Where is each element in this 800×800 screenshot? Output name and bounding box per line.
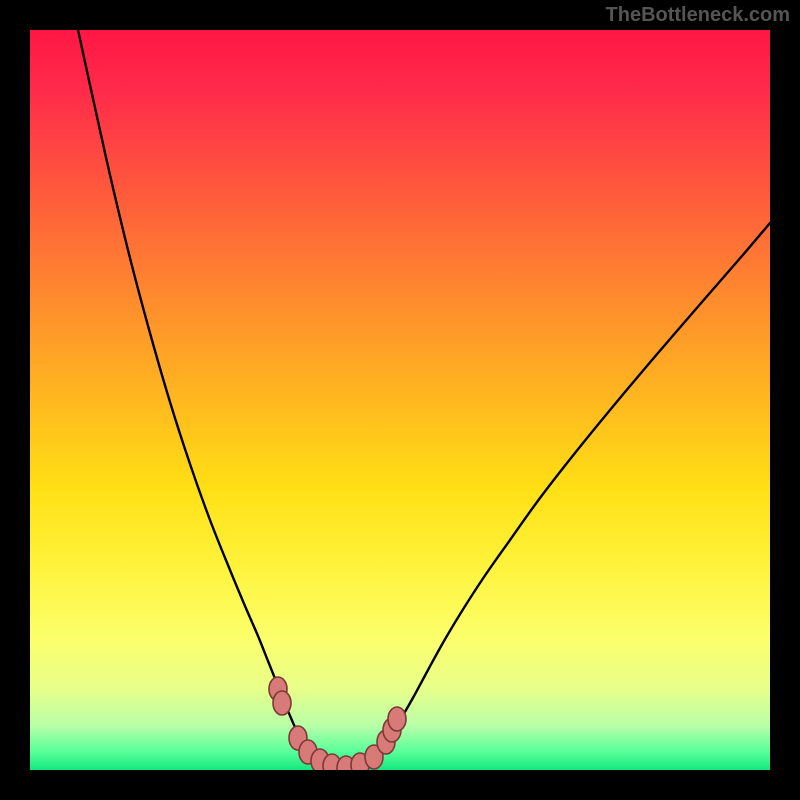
plot-area — [30, 30, 770, 770]
curve-marker — [388, 707, 406, 731]
chart-svg — [30, 30, 770, 770]
chart-frame: TheBottleneck.com — [0, 0, 800, 800]
curve-marker — [273, 691, 291, 715]
watermark-text: TheBottleneck.com — [606, 4, 790, 27]
gradient-background — [30, 30, 770, 770]
